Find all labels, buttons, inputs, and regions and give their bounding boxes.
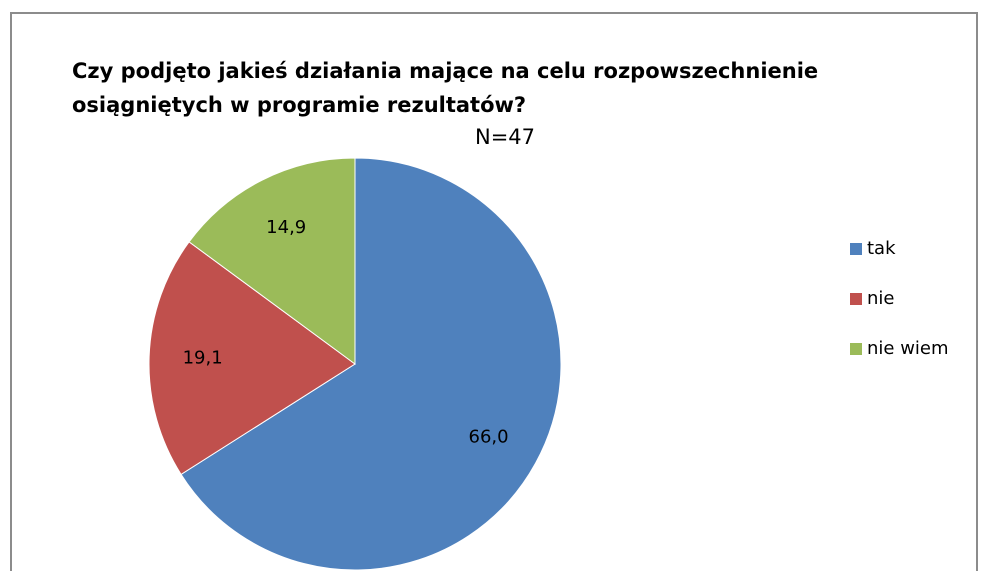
chart-frame [10, 12, 978, 571]
data-label: 66,0 [469, 426, 509, 447]
legend-swatch [850, 343, 862, 355]
legend-swatch [850, 293, 862, 305]
legend-label: nie wiem [867, 338, 949, 359]
pie-slice [148, 241, 356, 476]
chart-subtitle: N=47 [475, 125, 535, 149]
data-label: 14,9 [266, 217, 306, 238]
data-label: 19,1 [183, 348, 223, 369]
pie-slice [180, 157, 562, 571]
legend-label: nie [867, 288, 894, 309]
chart-title: Czy podjęto jakieś działania mające na c… [72, 59, 819, 117]
pie-slice [188, 157, 356, 365]
legend-label: tak [867, 238, 896, 259]
legend-swatch [850, 243, 862, 255]
